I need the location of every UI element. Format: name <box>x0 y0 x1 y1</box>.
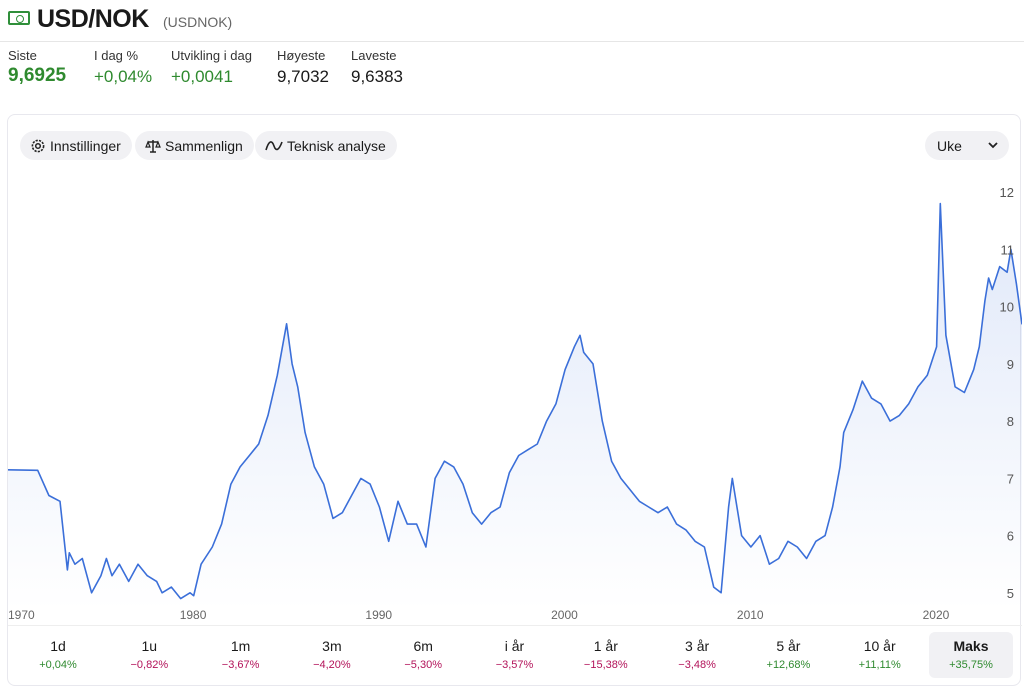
stat-value: +0,0041 <box>171 67 233 86</box>
period-change: −4,20% <box>313 659 351 671</box>
technical-analysis-label: Teknisk analyse <box>287 137 386 154</box>
period-6m[interactable]: 6m −5,30% <box>381 632 465 678</box>
technical-analysis-button[interactable]: Teknisk analyse <box>255 131 397 160</box>
period-1-ar[interactable]: 1 år −15,38% <box>564 632 648 678</box>
header: USD/NOK (USDNOK) <box>0 0 1024 42</box>
y-axis: 5 6 7 8 9 10 11 12 <box>1000 185 1014 601</box>
trend-line-icon <box>265 140 283 150</box>
stat-low: Laveste 9,6383 <box>351 48 403 87</box>
y-tick-label: 9 <box>1007 357 1014 372</box>
period-label: 3 år <box>685 638 710 654</box>
chart-area <box>8 203 1022 610</box>
period-label: 3m <box>322 638 342 654</box>
period-change: −5,30% <box>404 659 442 671</box>
interval-value: Uke <box>937 137 962 154</box>
page-title: USD/NOK <box>37 5 149 33</box>
period-label: 6m <box>413 638 433 654</box>
period-label: i år <box>504 638 525 654</box>
x-tick-label: 2020 <box>923 608 950 622</box>
stat-label: Utvikling i dag <box>171 48 252 63</box>
period-change: +35,75% <box>949 659 993 671</box>
y-tick-label: 12 <box>1000 185 1014 200</box>
period-5-ar[interactable]: 5 år +12,68% <box>746 632 830 678</box>
compare-label: Sammenlign <box>165 137 243 154</box>
x-tick-label: 1980 <box>180 608 207 622</box>
period-label: 1m <box>230 638 251 654</box>
x-tick-label: 1970 <box>8 608 35 622</box>
chart-panel: Innstillinger Sammenlign Teknisk analyse… <box>7 114 1022 686</box>
period-label: 1 år <box>593 638 618 654</box>
period-change: −3,48% <box>678 659 716 671</box>
period-change: +0,04% <box>39 659 77 671</box>
stat-value: 9,6925 <box>8 65 67 86</box>
stat-label: Laveste <box>351 48 397 63</box>
period-label: 5 år <box>776 638 801 654</box>
y-tick-label: 10 <box>1000 300 1014 315</box>
period-selector: 1d +0,04% 1u −0,82% 1m −3,67% 3m −4,20% 6m −5,30%… <box>8 625 1022 685</box>
banknote-icon <box>8 11 30 25</box>
gear-icon <box>31 139 45 152</box>
x-axis: 1970 1980 1990 2000 2010 2020 <box>8 608 950 622</box>
y-tick-label: 8 <box>1007 414 1014 429</box>
stat-value: 9,7032 <box>277 67 329 86</box>
period-10-ar[interactable]: 10 år +11,11% <box>838 632 922 678</box>
y-tick-label: 6 <box>1007 529 1014 544</box>
period-change: +12,68% <box>766 659 811 671</box>
stat-today-change: Utvikling i dag +0,0041 <box>171 48 252 87</box>
stat-value: 9,6383 <box>351 67 403 86</box>
period-change: +11,11% <box>858 659 901 671</box>
period-change: −3,57% <box>495 659 534 671</box>
period-Maks[interactable]: Maks +35,75% <box>929 632 1013 678</box>
settings-label: Innstillinger <box>50 137 121 154</box>
chart-line <box>8 202 1022 600</box>
settings-button[interactable]: Innstillinger <box>20 131 132 160</box>
period-label: 10 år <box>863 638 896 654</box>
stat-high: Høyeste 9,7032 <box>277 48 329 87</box>
period-1m[interactable]: 1m −3,67% <box>199 632 283 678</box>
period-3m[interactable]: 3m −4,20% <box>290 632 374 678</box>
stat-label: I dag % <box>94 48 139 63</box>
period-label: 1d <box>50 638 66 654</box>
stat-label: Siste <box>8 48 37 63</box>
period-i-ar[interactable]: i år −3,57% <box>473 632 557 678</box>
period-change: −15,38% <box>583 659 628 671</box>
stat-last: Siste 9,6925 <box>8 48 66 87</box>
period-label: Maks <box>953 638 989 654</box>
stat-value: +0,04% <box>94 67 153 86</box>
x-tick-label: 2000 <box>551 608 578 622</box>
period-label: 1u <box>141 638 158 654</box>
y-tick-label: 11 <box>1001 242 1015 257</box>
period-1d[interactable]: 1d +0,04% <box>16 632 100 678</box>
compare-button[interactable]: Sammenlign <box>135 131 254 160</box>
x-tick-label: 2010 <box>737 608 764 622</box>
y-tick-label: 5 <box>1007 586 1014 601</box>
chevron-down-icon <box>988 142 998 149</box>
price-chart[interactable]: 1970 1980 1990 2000 2010 2020 5 6 7 8 9 10 11 12 <box>8 175 1022 625</box>
interval-select[interactable]: Uke <box>925 131 1009 160</box>
period-1u[interactable]: 1u −0,82% <box>107 632 191 678</box>
period-3-ar[interactable]: 3 år −3,48% <box>655 632 739 678</box>
scale-icon <box>145 139 161 153</box>
stat-today-pct: I dag % +0,04% <box>94 48 152 87</box>
period-change: −3,67% <box>221 659 260 671</box>
x-tick-label: 1990 <box>365 608 392 622</box>
y-tick-label: 7 <box>1007 471 1014 486</box>
stat-label: Høyeste <box>277 48 326 63</box>
ticker-symbol: (USDNOK) <box>163 14 233 30</box>
period-change: −0,82% <box>130 659 169 671</box>
